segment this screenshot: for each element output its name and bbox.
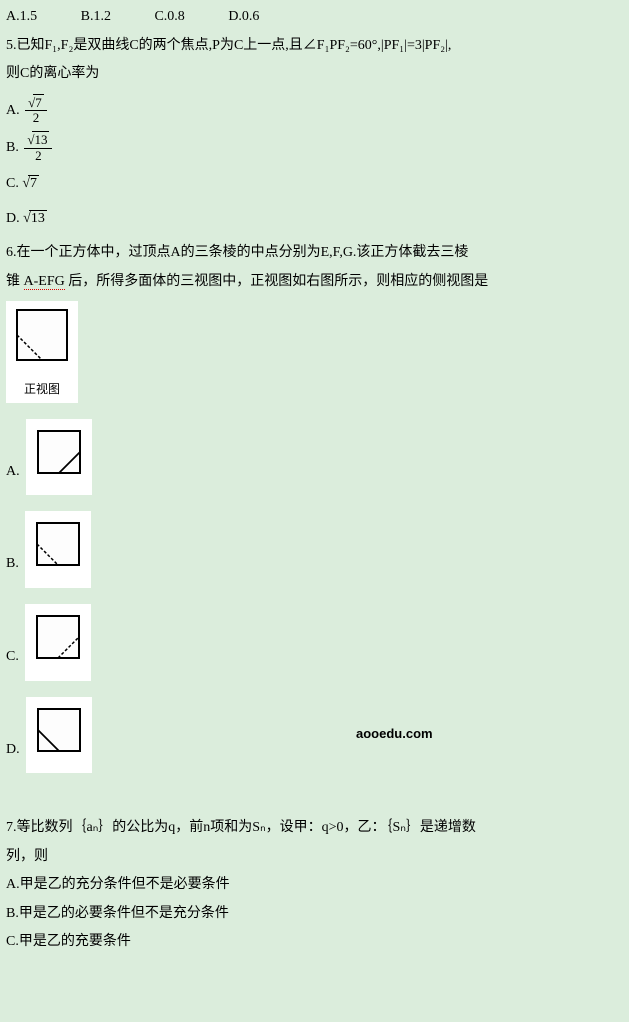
q4-options: A.1.5 B.1.2 C.0.8 D.0.6	[6, 4, 623, 31]
q7-opt-b: B.甲是乙的必要条件但不是充分条件	[6, 901, 623, 928]
q6-opt-a-letter: A.	[6, 459, 20, 500]
q5-opt-b-den: 2	[24, 149, 52, 163]
q6-opt-c-letter: C.	[6, 644, 19, 685]
q5-opt-a-frac: √7 2	[25, 96, 47, 126]
q6-opt-d-svg	[32, 703, 86, 757]
q6-opt-d: D. aooedu.com	[6, 693, 623, 778]
q6-opt-b: B.	[6, 507, 623, 592]
q6-opt-d-letter: D.	[6, 737, 20, 778]
q6-text-line2: 锥 A-EFG 后，所得多面体的三视图中，正视图如右图所示，则相应的侧视图是	[6, 269, 623, 296]
q7-text-line1: 7.等比数列｛aₙ｝的公比为q，前n项和为Sₙ，设甲：q>0，乙：｛Sₙ｝是递增…	[6, 815, 623, 842]
q4-opt-b: B.1.2	[81, 9, 111, 24]
q5-opt-b-num: √13	[24, 133, 52, 148]
q6-underlined: A-EFG	[24, 274, 65, 290]
q5-opt-d-sqrt: √13	[23, 206, 47, 233]
q6-opt-c-svg	[31, 610, 85, 664]
front-view-svg	[12, 305, 72, 365]
q5-opt-b-frac: √13 2	[24, 133, 52, 163]
q4-opt-c: C.0.8	[154, 9, 184, 24]
q5-opt-b: B. √13 2	[6, 133, 623, 163]
q5-opt-c: C. √7	[6, 171, 623, 198]
q5-opt-b-prefix: B.	[6, 140, 19, 155]
q5-opt-c-sqrt: √7	[22, 171, 39, 198]
watermark: aooedu.com	[356, 722, 433, 747]
q4-opt-a: A.1.5	[6, 9, 37, 24]
front-view-caption: 正视图	[12, 378, 72, 401]
q7-opt-a: A.甲是乙的充分条件但不是必要条件	[6, 872, 623, 899]
q6-opt-c: C.	[6, 600, 623, 685]
q6-opt-a: A.	[6, 415, 623, 500]
q5-text-line2: 则C的离心率为	[6, 61, 623, 88]
q6-opt-b-letter: B.	[6, 551, 19, 592]
q6-opt-a-svg	[32, 425, 86, 479]
q5-opt-c-prefix: C.	[6, 176, 19, 191]
q5-opt-a-prefix: A.	[6, 103, 20, 118]
q6-text-line1: 6.在一个正方体中，过顶点A的三条棱的中点分别为E,F,G.该正方体截去三棱	[6, 240, 623, 267]
q5-opt-a-den: 2	[25, 111, 47, 125]
q5-opt-d-prefix: D.	[6, 211, 20, 226]
page-container: A.1.5 B.1.2 C.0.8 D.0.6 5.已知F₁,F₂是双曲线C的两…	[6, 4, 623, 956]
q5-opt-d: D. √13	[6, 206, 623, 233]
q5-opt-a-num: √7	[25, 96, 47, 111]
q5-opt-a: A. √7 2	[6, 96, 623, 126]
q7-text-line2: 列，则	[6, 844, 623, 871]
q4-opt-d: D.0.6	[228, 9, 259, 24]
q6-front-view-figure: 正视图	[6, 297, 623, 406]
q7-opt-c: C.甲是乙的充要条件	[6, 929, 623, 956]
q6-opt-b-svg	[31, 517, 85, 571]
q5-text-line1: 5.已知F₁,F₂是双曲线C的两个焦点,P为C上一点,且∠F₁PF₂=60°,|…	[6, 33, 623, 60]
